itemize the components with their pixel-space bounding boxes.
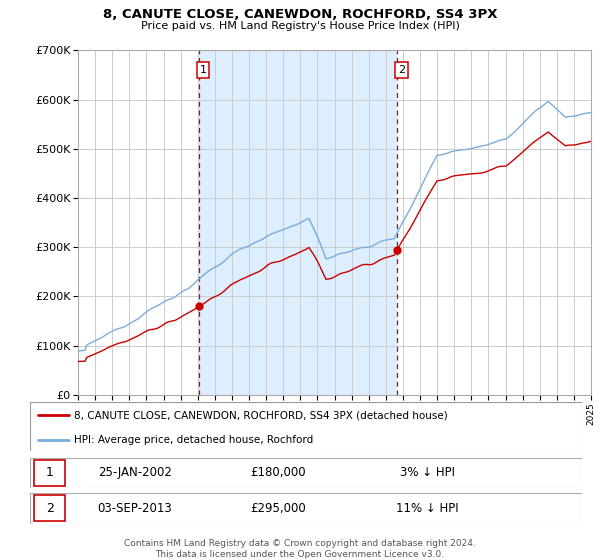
- Text: 2: 2: [398, 65, 405, 75]
- Text: 8, CANUTE CLOSE, CANEWDON, ROCHFORD, SS4 3PX (detached house): 8, CANUTE CLOSE, CANEWDON, ROCHFORD, SS4…: [74, 410, 448, 421]
- FancyBboxPatch shape: [34, 495, 65, 521]
- Text: Price paid vs. HM Land Registry's House Price Index (HPI): Price paid vs. HM Land Registry's House …: [140, 21, 460, 31]
- Text: 3% ↓ HPI: 3% ↓ HPI: [400, 466, 455, 479]
- Text: 1: 1: [200, 65, 206, 75]
- FancyBboxPatch shape: [30, 493, 582, 524]
- Text: Contains HM Land Registry data © Crown copyright and database right 2024.: Contains HM Land Registry data © Crown c…: [124, 539, 476, 548]
- Text: This data is licensed under the Open Government Licence v3.0.: This data is licensed under the Open Gov…: [155, 550, 445, 559]
- Bar: [199, 50, 397, 395]
- Text: HPI: Average price, detached house, Rochford: HPI: Average price, detached house, Roch…: [74, 435, 313, 445]
- Text: £180,000: £180,000: [251, 466, 306, 479]
- FancyBboxPatch shape: [30, 402, 582, 451]
- Text: 25-JAN-2002: 25-JAN-2002: [98, 466, 172, 479]
- Text: 8, CANUTE CLOSE, CANEWDON, ROCHFORD, SS4 3PX: 8, CANUTE CLOSE, CANEWDON, ROCHFORD, SS4…: [103, 8, 497, 21]
- FancyBboxPatch shape: [34, 460, 65, 486]
- Text: 11% ↓ HPI: 11% ↓ HPI: [396, 502, 459, 515]
- Text: 1: 1: [46, 466, 53, 479]
- Text: 2: 2: [46, 502, 53, 515]
- Text: 03-SEP-2013: 03-SEP-2013: [98, 502, 172, 515]
- Text: £295,000: £295,000: [251, 502, 306, 515]
- FancyBboxPatch shape: [30, 458, 582, 488]
